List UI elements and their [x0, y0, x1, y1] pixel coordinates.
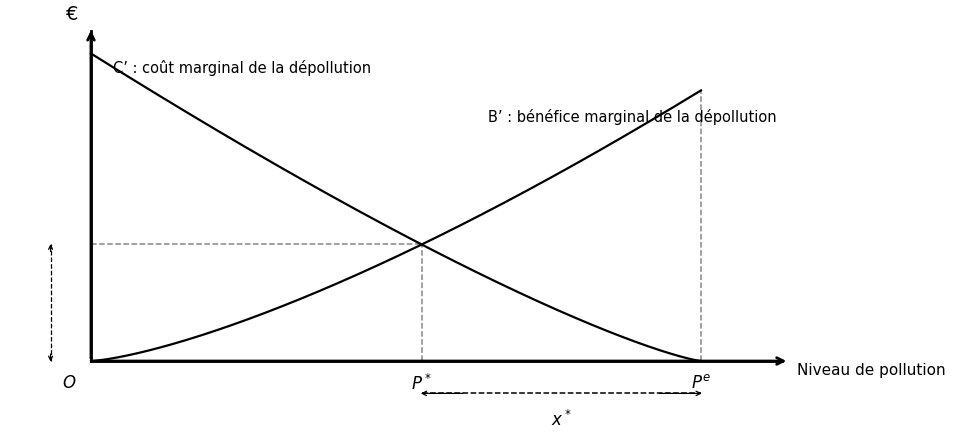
Text: Niveau de pollution: Niveau de pollution	[796, 363, 945, 378]
Text: $P^e$: $P^e$	[691, 374, 711, 392]
Text: B’ : bénéfice marginal de la dépollution: B’ : bénéfice marginal de la dépollution	[488, 109, 777, 125]
Text: $P^*$: $P^*$	[411, 374, 432, 394]
Text: O: O	[63, 374, 75, 392]
Text: C’ : coût marginal de la dépollution: C’ : coût marginal de la dépollution	[113, 60, 372, 76]
Text: $x^*$: $x^*$	[551, 409, 572, 430]
Text: €: €	[67, 5, 79, 24]
